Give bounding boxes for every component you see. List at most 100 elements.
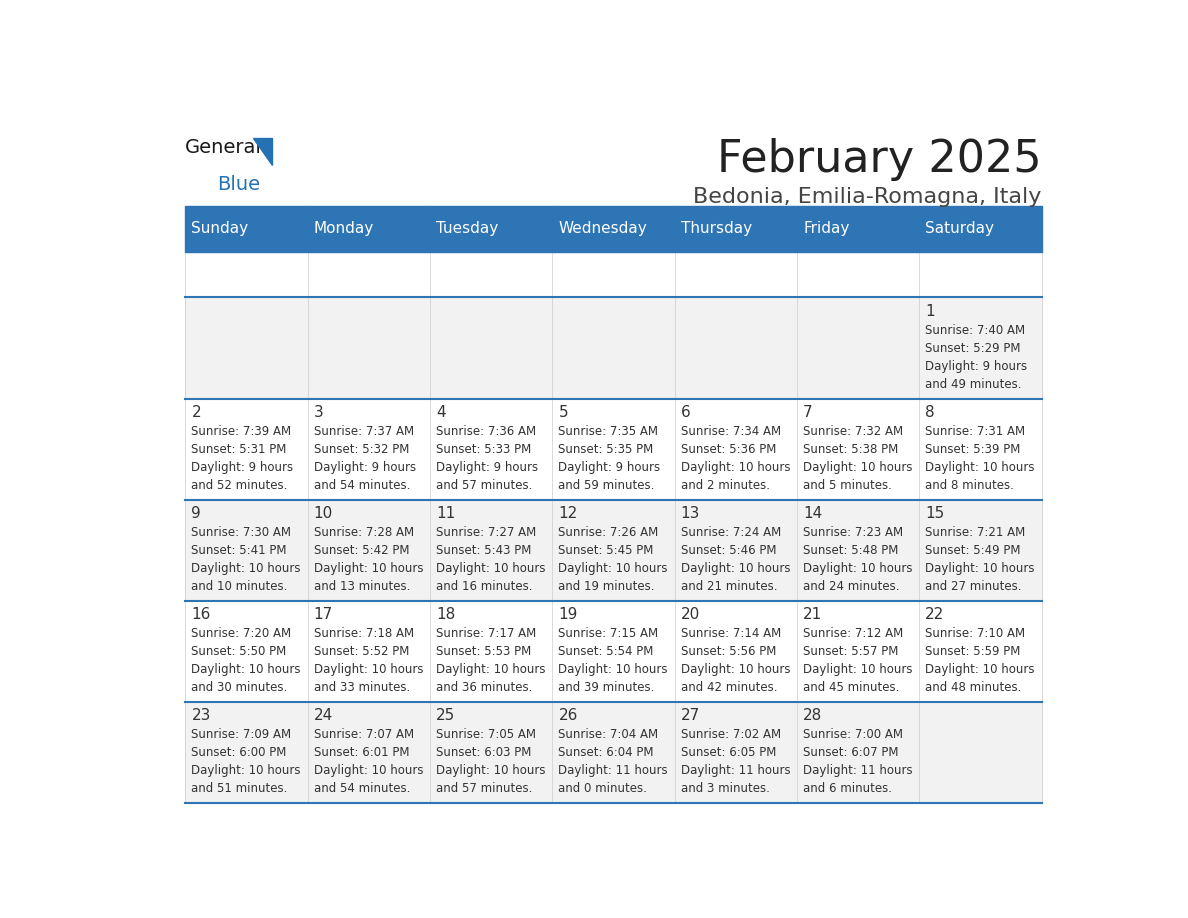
Text: 12: 12 (558, 506, 577, 521)
Text: Sunset: 5:48 PM: Sunset: 5:48 PM (803, 543, 898, 557)
Text: and 19 minutes.: and 19 minutes. (558, 580, 655, 593)
Bar (308, 499, 430, 600)
Bar (797, 206, 920, 252)
Text: 5: 5 (558, 405, 568, 420)
Text: 8: 8 (925, 405, 935, 420)
Text: 13: 13 (681, 506, 700, 521)
Text: Sunrise: 7:32 AM: Sunrise: 7:32 AM (803, 425, 903, 438)
Text: Sunrise: 7:31 AM: Sunrise: 7:31 AM (925, 425, 1025, 438)
Text: Daylight: 10 hours: Daylight: 10 hours (191, 562, 301, 575)
Bar (797, 701, 920, 803)
Bar (430, 600, 552, 701)
Text: Sunrise: 7:23 AM: Sunrise: 7:23 AM (803, 526, 903, 539)
Text: Sunrise: 7:15 AM: Sunrise: 7:15 AM (558, 627, 658, 640)
Bar (920, 600, 1042, 701)
Text: Sunrise: 7:02 AM: Sunrise: 7:02 AM (681, 728, 781, 741)
Text: Sunset: 5:57 PM: Sunset: 5:57 PM (803, 645, 898, 658)
Bar (308, 297, 430, 398)
Text: and 42 minutes.: and 42 minutes. (681, 681, 777, 694)
Text: and 36 minutes.: and 36 minutes. (436, 681, 532, 694)
Text: 24: 24 (314, 708, 333, 722)
Text: and 39 minutes.: and 39 minutes. (558, 681, 655, 694)
Text: Sunrise: 7:05 AM: Sunrise: 7:05 AM (436, 728, 536, 741)
Text: Daylight: 10 hours: Daylight: 10 hours (681, 663, 790, 676)
Text: Sunrise: 7:26 AM: Sunrise: 7:26 AM (558, 526, 658, 539)
Text: Daylight: 10 hours: Daylight: 10 hours (314, 764, 423, 777)
Text: Saturday: Saturday (925, 221, 994, 236)
Bar (675, 600, 797, 701)
Text: 11: 11 (436, 506, 455, 521)
Text: Daylight: 10 hours: Daylight: 10 hours (436, 562, 545, 575)
Text: Sunset: 5:50 PM: Sunset: 5:50 PM (191, 645, 286, 658)
Text: and 13 minutes.: and 13 minutes. (314, 580, 410, 593)
Text: and 54 minutes.: and 54 minutes. (314, 782, 410, 795)
Text: and 54 minutes.: and 54 minutes. (314, 479, 410, 492)
Text: Blue: Blue (217, 175, 260, 195)
Bar (185, 499, 308, 600)
Text: 1: 1 (925, 304, 935, 319)
Bar (185, 701, 308, 803)
Text: 19: 19 (558, 607, 577, 621)
Bar (552, 206, 675, 252)
Text: Sunrise: 7:39 AM: Sunrise: 7:39 AM (191, 425, 291, 438)
Bar (675, 499, 797, 600)
Text: Sunset: 5:54 PM: Sunset: 5:54 PM (558, 645, 653, 658)
Text: Sunset: 6:01 PM: Sunset: 6:01 PM (314, 746, 409, 759)
Text: Sunrise: 7:18 AM: Sunrise: 7:18 AM (314, 627, 413, 640)
Text: Friday: Friday (803, 221, 849, 236)
Text: 21: 21 (803, 607, 822, 621)
Text: 9: 9 (191, 506, 201, 521)
Bar (675, 701, 797, 803)
Text: 18: 18 (436, 607, 455, 621)
Text: Sunrise: 7:00 AM: Sunrise: 7:00 AM (803, 728, 903, 741)
Text: Sunset: 5:45 PM: Sunset: 5:45 PM (558, 543, 653, 557)
Text: and 49 minutes.: and 49 minutes. (925, 377, 1022, 391)
Text: Daylight: 9 hours: Daylight: 9 hours (191, 461, 293, 474)
Text: Daylight: 10 hours: Daylight: 10 hours (925, 461, 1035, 474)
Text: February 2025: February 2025 (716, 139, 1042, 182)
Text: Daylight: 10 hours: Daylight: 10 hours (803, 562, 912, 575)
Text: Sunrise: 7:07 AM: Sunrise: 7:07 AM (314, 728, 413, 741)
Text: Sunset: 6:00 PM: Sunset: 6:00 PM (191, 746, 286, 759)
Text: Sunrise: 7:30 AM: Sunrise: 7:30 AM (191, 526, 291, 539)
Text: Sunset: 5:38 PM: Sunset: 5:38 PM (803, 442, 898, 456)
Text: Sunset: 5:49 PM: Sunset: 5:49 PM (925, 543, 1020, 557)
Text: Wednesday: Wednesday (558, 221, 647, 236)
Bar (185, 297, 308, 398)
Text: Daylight: 11 hours: Daylight: 11 hours (803, 764, 912, 777)
Text: Sunrise: 7:37 AM: Sunrise: 7:37 AM (314, 425, 413, 438)
Text: 17: 17 (314, 607, 333, 621)
Polygon shape (253, 139, 272, 165)
Bar (920, 499, 1042, 600)
Text: Daylight: 11 hours: Daylight: 11 hours (681, 764, 790, 777)
Bar (552, 297, 675, 398)
Text: and 27 minutes.: and 27 minutes. (925, 580, 1022, 593)
Bar (552, 398, 675, 499)
Text: Daylight: 10 hours: Daylight: 10 hours (925, 562, 1035, 575)
Text: and 5 minutes.: and 5 minutes. (803, 479, 892, 492)
Bar (308, 398, 430, 499)
Text: Sunrise: 7:04 AM: Sunrise: 7:04 AM (558, 728, 658, 741)
Text: Daylight: 10 hours: Daylight: 10 hours (191, 764, 301, 777)
Text: 3: 3 (314, 405, 323, 420)
Text: Daylight: 10 hours: Daylight: 10 hours (803, 461, 912, 474)
Text: and 21 minutes.: and 21 minutes. (681, 580, 777, 593)
Text: and 51 minutes.: and 51 minutes. (191, 782, 287, 795)
Text: Daylight: 10 hours: Daylight: 10 hours (681, 562, 790, 575)
Text: 16: 16 (191, 607, 210, 621)
Text: Daylight: 9 hours: Daylight: 9 hours (558, 461, 661, 474)
Text: Sunrise: 7:20 AM: Sunrise: 7:20 AM (191, 627, 291, 640)
Text: 10: 10 (314, 506, 333, 521)
Text: Tuesday: Tuesday (436, 221, 498, 236)
Text: and 30 minutes.: and 30 minutes. (191, 681, 287, 694)
Bar (920, 701, 1042, 803)
Bar (797, 499, 920, 600)
Text: Sunrise: 7:10 AM: Sunrise: 7:10 AM (925, 627, 1025, 640)
Text: Sunset: 5:32 PM: Sunset: 5:32 PM (314, 442, 409, 456)
Text: 6: 6 (681, 405, 690, 420)
Bar (797, 398, 920, 499)
Text: Sunrise: 7:21 AM: Sunrise: 7:21 AM (925, 526, 1025, 539)
Text: Sunrise: 7:36 AM: Sunrise: 7:36 AM (436, 425, 536, 438)
Text: Sunrise: 7:17 AM: Sunrise: 7:17 AM (436, 627, 536, 640)
Text: and 10 minutes.: and 10 minutes. (191, 580, 287, 593)
